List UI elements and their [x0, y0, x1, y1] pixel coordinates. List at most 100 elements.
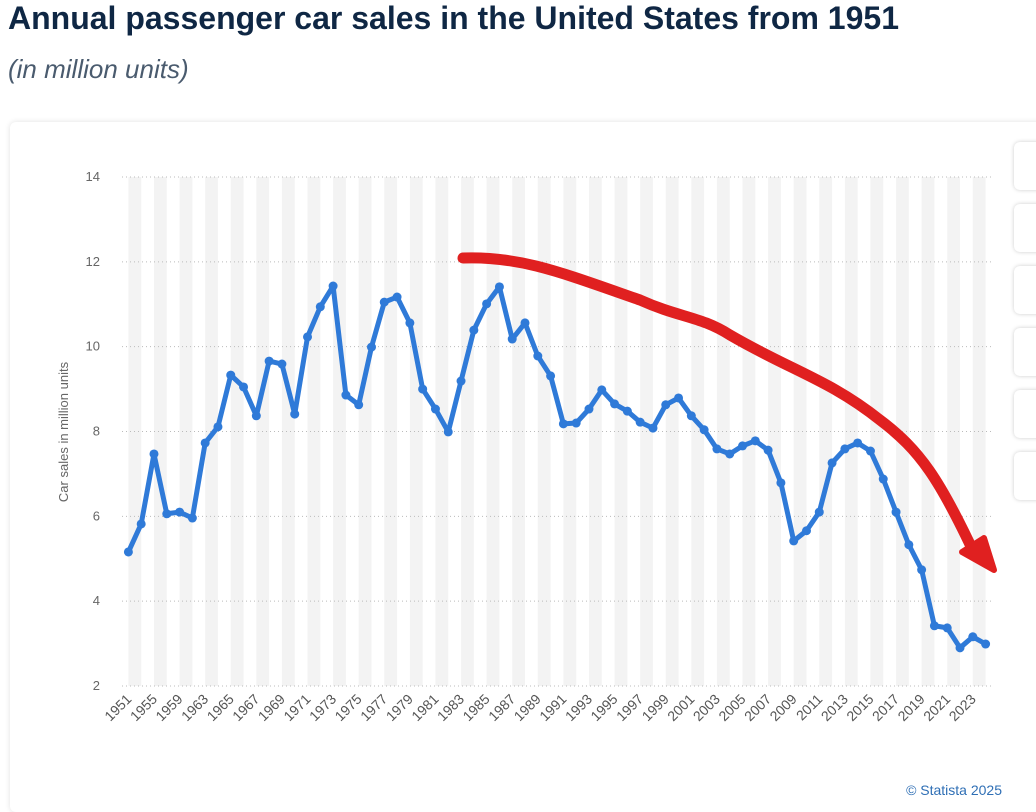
- data-point: [123, 547, 133, 557]
- data-point: [482, 299, 492, 309]
- data-point: [507, 334, 517, 344]
- x-tick-label: 1987: [485, 691, 518, 724]
- data-point: [942, 623, 952, 633]
- x-tick-label: 1991: [536, 691, 569, 724]
- y-tick-label: 2: [93, 678, 100, 693]
- x-tick-label: 2017: [869, 691, 902, 724]
- x-tick-label: 1985: [459, 691, 492, 724]
- data-point: [149, 449, 159, 459]
- data-point: [290, 409, 300, 419]
- y-tick-label: 12: [86, 254, 100, 269]
- chart-subtitle: (in million units): [8, 54, 189, 84]
- data-point: [584, 404, 594, 414]
- x-tick-label: 1981: [408, 691, 441, 724]
- band-stripe: [281, 177, 295, 686]
- band-stripe: [870, 177, 884, 686]
- data-point: [840, 444, 850, 454]
- data-point: [968, 632, 978, 642]
- data-point: [251, 411, 261, 421]
- band-stripe: [333, 177, 346, 686]
- x-tick-label: 1975: [331, 691, 364, 724]
- toolbar-button[interactable]: [1014, 142, 1036, 190]
- data-point: [200, 438, 210, 448]
- data-point: [469, 325, 479, 335]
- x-tick-label: 1979: [383, 691, 416, 724]
- band-stripe: [409, 177, 423, 686]
- data-point: [303, 332, 313, 342]
- data-point: [162, 509, 172, 519]
- data-point: [430, 404, 440, 414]
- data-point: [917, 565, 927, 575]
- data-point: [239, 382, 249, 392]
- data-point: [277, 359, 287, 369]
- band-stripe: [537, 177, 551, 686]
- data-point: [763, 445, 773, 455]
- data-point: [738, 441, 748, 451]
- x-tick-label: 1969: [255, 691, 288, 724]
- source: © Statista 2025: [906, 782, 1002, 798]
- data-point: [187, 513, 197, 523]
- chart: Car sales in million units © Statista 20…: [56, 169, 1002, 798]
- data-point: [520, 318, 530, 328]
- toolbar-button[interactable]: [1014, 452, 1036, 500]
- x-tick-label: 1993: [562, 691, 595, 724]
- x-tick-label: 1997: [613, 691, 646, 724]
- data-point: [571, 418, 581, 428]
- x-tick-label: 2021: [920, 691, 953, 724]
- toolbar-button[interactable]: [1014, 390, 1036, 438]
- band-stripe: [614, 177, 628, 686]
- x-tick-label: 2023: [946, 691, 979, 724]
- toolbar-button[interactable]: [1014, 328, 1036, 376]
- data-point: [264, 356, 274, 366]
- data-point: [533, 351, 543, 361]
- data-point: [443, 427, 453, 437]
- x-tick-label: 1999: [639, 691, 672, 724]
- data-point: [392, 292, 402, 302]
- data-point: [456, 376, 466, 386]
- toolbar-button[interactable]: [1014, 204, 1036, 252]
- data-point: [929, 621, 939, 631]
- toolbar-button[interactable]: [1014, 266, 1036, 314]
- data-point: [699, 425, 709, 435]
- data-point: [354, 400, 364, 410]
- data-point: [226, 370, 236, 380]
- data-point: [315, 302, 325, 312]
- x-tick-label: 1973: [306, 691, 339, 724]
- x-tick-label: 2009: [766, 691, 799, 724]
- data-point: [878, 474, 888, 484]
- data-point: [597, 385, 607, 395]
- x-tick-label: 1955: [127, 691, 160, 724]
- band-stripe: [230, 177, 244, 686]
- y-tick-label: 8: [93, 424, 100, 439]
- data-point: [789, 536, 799, 546]
- x-tick-label: 2001: [664, 691, 697, 724]
- x-tick-label: 1951: [101, 691, 134, 724]
- y-tick-label: 4: [93, 593, 100, 608]
- x-tick-label: 2013: [818, 691, 851, 724]
- data-point: [712, 444, 722, 454]
- data-point: [776, 478, 786, 488]
- data-point: [853, 438, 863, 448]
- x-tick-label: 2003: [690, 691, 723, 724]
- data-point: [981, 639, 991, 649]
- band-stripe: [179, 177, 193, 686]
- data-point: [750, 436, 760, 446]
- data-point: [558, 419, 568, 429]
- data-point: [494, 282, 504, 292]
- x-tick-label: 1963: [178, 691, 211, 724]
- x-tick-label: 2019: [894, 691, 927, 724]
- x-tick-label: 1971: [280, 691, 313, 724]
- data-point: [827, 458, 837, 468]
- data-point: [213, 422, 223, 432]
- x-tick-label: 2011: [793, 691, 826, 724]
- data-point: [686, 411, 696, 421]
- band-stripe: [153, 177, 167, 686]
- x-tick-label: 1959: [152, 691, 185, 724]
- data-point: [405, 318, 415, 328]
- data-point: [661, 400, 671, 410]
- x-tick-label: 1965: [204, 691, 237, 724]
- y-axis-label: Car sales in million units: [56, 361, 71, 502]
- data-point: [814, 507, 824, 517]
- x-tick-label: 2015: [843, 691, 876, 724]
